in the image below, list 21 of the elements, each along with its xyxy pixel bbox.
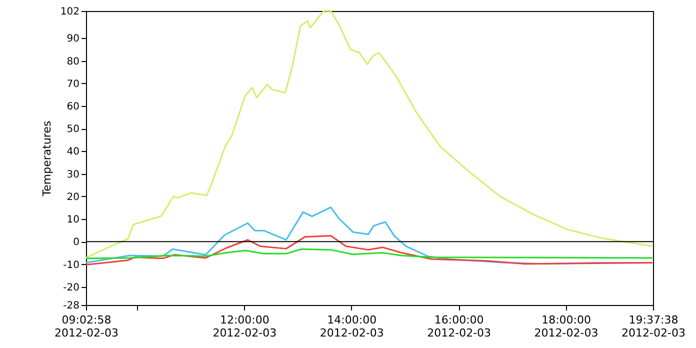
x-tick-label: 16:00:00 2012-02-03 bbox=[427, 314, 492, 340]
y-tick-label: 10 bbox=[66, 214, 80, 226]
y-tick-label: 40 bbox=[66, 146, 80, 158]
y-tick-label: 90 bbox=[66, 34, 80, 45]
y-tick-label: 20 bbox=[66, 192, 80, 203]
x-tick-label: 19:37:38 2012-02-03 bbox=[622, 314, 686, 340]
y-tick-label: -10 bbox=[63, 260, 80, 271]
x-tick-label: 09:02:58 2012-02-03 bbox=[54, 314, 118, 340]
y-tick-label: -20 bbox=[63, 282, 80, 294]
x-tick-label: 12:00:00 2012-02-03 bbox=[212, 314, 277, 340]
y-axis-title: Temperatures bbox=[40, 120, 54, 198]
y-tick-label: 0 bbox=[73, 237, 80, 248]
x-tick-label: 18:00:00 2012-02-03 bbox=[534, 314, 598, 340]
y-tick-label: 30 bbox=[66, 169, 80, 180]
y-tick-label: 102 bbox=[60, 6, 80, 18]
x-tick-label: 14:00:00 2012-02-03 bbox=[320, 314, 384, 340]
y-tick-label: 60 bbox=[66, 101, 80, 112]
y-tick-label: -28 bbox=[63, 300, 80, 312]
y-tick-label: 50 bbox=[66, 124, 80, 136]
y-tick-label: 80 bbox=[66, 56, 80, 68]
y-tick-label: 70 bbox=[66, 78, 80, 90]
